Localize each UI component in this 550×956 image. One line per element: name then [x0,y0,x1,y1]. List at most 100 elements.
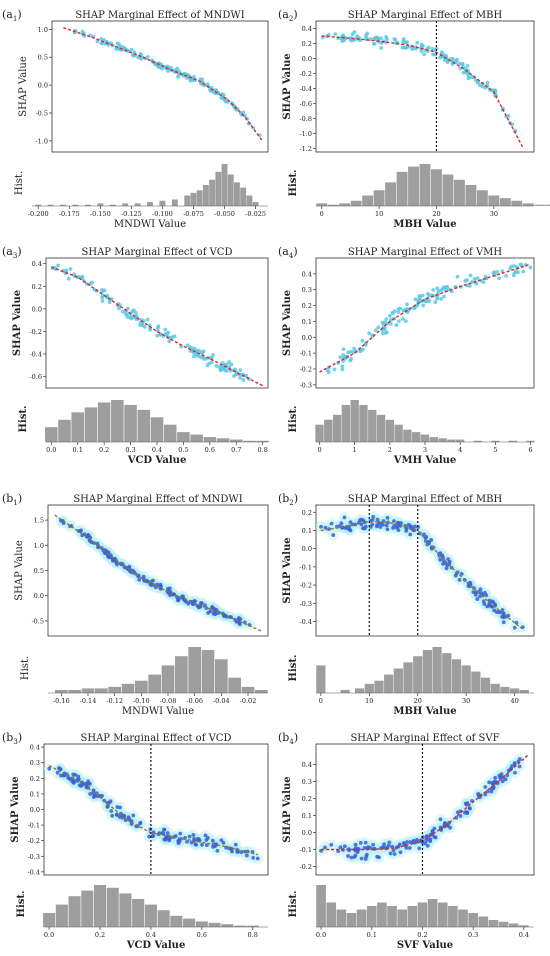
panel-label: (b3) [2,731,22,746]
scatter-point [439,828,444,832]
scatter-point [394,323,399,327]
scatter-point [233,842,238,847]
x-tick-label: 0.2 [99,446,109,454]
x-axis-label: VCD Value [126,940,186,951]
scatter-point [405,840,409,844]
scatter-point [388,321,393,326]
scatter-point [192,346,197,351]
y-tick-label: 1.5 [34,517,44,525]
scatter-point [422,52,427,57]
histogram-bar [510,688,520,693]
scatter-point [384,523,389,528]
x-tick-label: 2 [388,446,392,454]
panel-label-close: ) [18,492,22,505]
y-tick-label: -0.2 [299,365,312,373]
scatter-point [442,294,446,299]
histogram-bar [215,171,222,206]
y-axis-label: SHAP Value [282,537,293,603]
scatter-point [107,800,112,805]
histogram-bar [216,438,230,442]
x-tick-label: 0.4 [146,931,156,939]
panel-label: (a4) [278,245,298,260]
scatter-point [153,585,158,590]
scatter-point [66,276,71,281]
histogram-bar [188,647,201,693]
x-tick-label: 0.2 [95,931,105,939]
scatter-point [465,801,470,806]
scatter-point [338,355,343,360]
scatter-point [419,42,424,47]
scatter-point [415,303,419,308]
scatter-point [100,295,105,300]
histogram-bar [327,204,339,206]
x-axis-label: SVF Value [397,940,453,951]
x-tick-label: -0.04 [213,697,230,705]
scatter-point [458,814,463,818]
scatter-point [219,95,224,100]
scatter-point [188,349,193,353]
trend-line [321,753,530,851]
histogram-bar [227,174,234,206]
scatter-point [100,299,105,303]
scatter-point [458,61,462,66]
scatter-point [214,363,219,368]
scatter-point [110,813,115,818]
y-tick-label: 0.0 [302,545,312,553]
histogram-bar [316,885,326,927]
scatter-point [163,837,168,842]
x-tick-label: 5 [493,446,497,454]
histogram-bar [121,683,135,693]
chart-title: SHAP Marginal Effect of VCD [81,733,232,744]
chart-title: SHAP Marginal Effect of MBH [348,10,503,21]
scatter-point [348,358,353,363]
histogram-bar [84,204,91,206]
scatter-point [241,378,246,382]
plot-marks [320,21,524,152]
histogram-bar [230,439,243,442]
histogram-bar [364,683,374,693]
histogram-bar [243,440,256,442]
chart-title: SHAP Marginal Effect of VMH [348,247,503,258]
scatter-point [192,74,196,79]
scatter-point [238,617,243,622]
y-tick-label: 0.1 [30,790,40,798]
scatter-point [401,38,406,43]
chart-title: SHAP Marginal Effect of VCD [82,247,233,258]
panel-label-close: ) [17,8,21,21]
trend-line [319,263,531,373]
scatter-point [233,617,238,622]
y-tick-label: -0.5 [31,617,44,625]
x-tick-label: 0.0 [316,931,326,939]
histogram-bar [93,885,107,927]
panel-label-close: ) [294,731,298,744]
scatter-point [459,572,464,576]
scatter-point [57,766,61,770]
y-tick-label: 0.4 [302,270,312,278]
scatter-point [192,836,197,841]
panel-a3: (a3) SHAP Marginal Effect of VCD -0.6 -0.4 -… [2,245,269,466]
scatter-point [479,591,484,595]
scatter-point [425,834,429,839]
histogram-bar [374,680,384,693]
scatter-point [342,844,347,849]
scatter-point [332,367,337,372]
histogram-bar [488,195,500,206]
scatter-point [398,850,403,855]
scatter-point [131,813,136,818]
scatter-point [244,373,249,378]
scatter-point [393,37,398,42]
histogram-bar [246,925,259,927]
scatter-point [387,313,392,318]
scatter-point [417,298,422,303]
panel-label-subscript: 4 [289,738,294,746]
x-tick-label: -0.02 [240,697,257,705]
scatter-point [385,37,389,42]
histogram-bar [545,204,550,206]
histogram-bar [376,414,386,442]
scatter-point [199,350,204,355]
y-tick-label: 0.5 [38,54,48,62]
histogram-bar [132,899,145,927]
histogram-bar [413,656,423,693]
y-tick-label: -0.2 [299,863,312,871]
histogram-bar [385,182,397,206]
